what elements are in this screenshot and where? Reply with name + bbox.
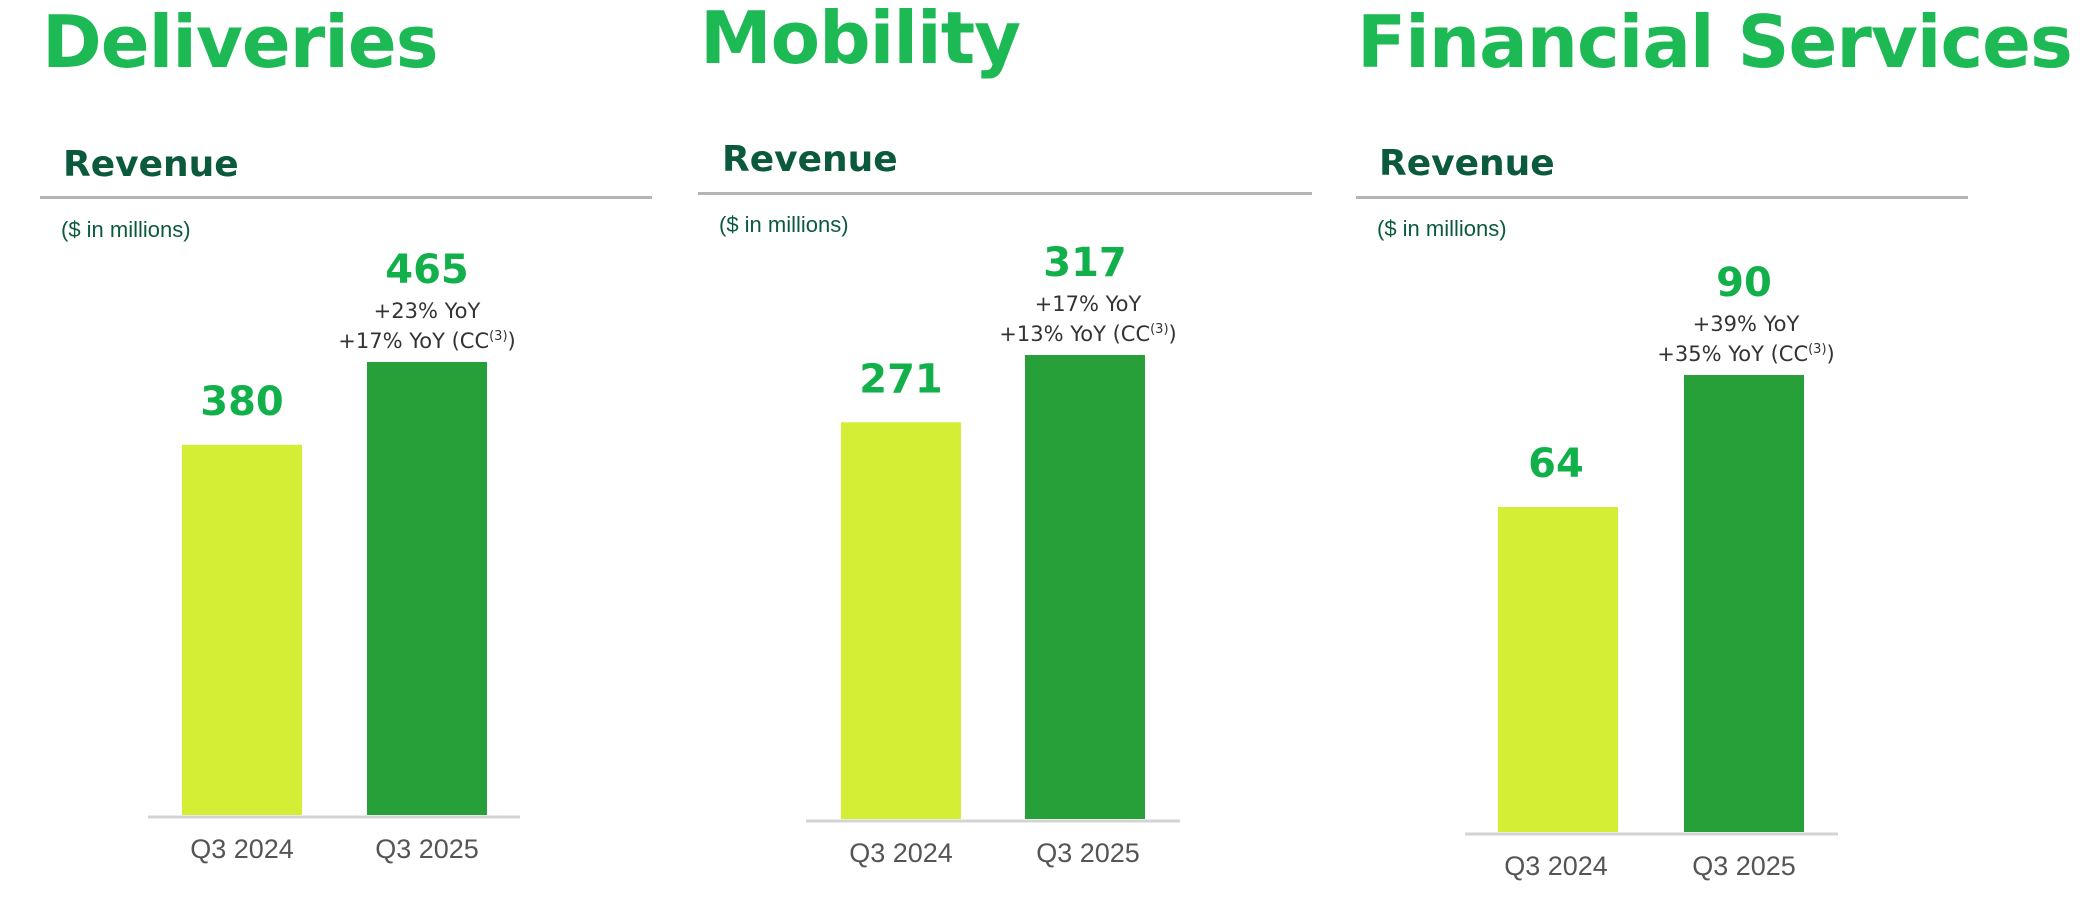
bar-q3-2025	[1025, 355, 1145, 819]
category-label-q3-2025: Q3 2025	[375, 834, 479, 864]
value-label-q3-2025: 90	[1716, 260, 1772, 306]
value-label-q3-2025: 465	[385, 247, 469, 293]
bar-chart: 380 465 +23% YoY +17% YoY (CC(3)) Q3 202…	[148, 247, 520, 864]
panel-title: Deliveries	[42, 0, 439, 84]
cc-close: )	[1827, 342, 1835, 366]
category-label-q3-2025: Q3 2025	[1036, 838, 1140, 868]
panel-divider	[1356, 196, 1968, 199]
panel-title: Financial Services	[1357, 0, 2073, 84]
cc-annotation-text: +35% YoY (CC	[1657, 342, 1808, 366]
panel-divider	[698, 192, 1312, 195]
value-label-q3-2024: 271	[859, 356, 943, 402]
cc-annotation-text: +17% YoY (CC	[338, 329, 489, 353]
cc-footnote: (3)	[1808, 342, 1826, 357]
panel-divider	[40, 196, 652, 199]
units-label: ($ in millions)	[1377, 216, 1507, 241]
panel-subtitle: Revenue	[1379, 143, 1555, 184]
cc-close: )	[1169, 322, 1177, 346]
cc-footnote: (3)	[489, 329, 507, 344]
bar-q3-2024	[1498, 507, 1618, 832]
category-label-q3-2024: Q3 2024	[1504, 851, 1608, 881]
category-label-q3-2024: Q3 2024	[849, 838, 953, 868]
cc-close: )	[508, 329, 516, 353]
value-label-q3-2024: 64	[1528, 441, 1584, 487]
cc-annotation: +13% YoY (CC(3))	[999, 322, 1176, 346]
bar-q3-2024	[182, 444, 302, 815]
panel-title: Mobility	[700, 0, 1021, 80]
cc-footnote: (3)	[1150, 322, 1168, 337]
bar-q3-2024	[841, 422, 961, 819]
units-label: ($ in millions)	[719, 212, 849, 237]
bar-q3-2025	[367, 362, 487, 815]
bar-chart: 64 90 +39% YoY +35% YoY (CC(3)) Q3 2024 …	[1465, 260, 1838, 881]
yoy-annotation: +39% YoY	[1693, 312, 1800, 336]
category-label-q3-2024: Q3 2024	[190, 834, 294, 864]
cc-annotation-text: +13% YoY (CC	[999, 322, 1150, 346]
value-label-q3-2025: 317	[1043, 240, 1127, 286]
yoy-annotation: +23% YoY	[374, 299, 481, 323]
bar-chart: 271 317 +17% YoY +13% YoY (CC(3)) Q3 202…	[806, 240, 1180, 868]
category-label-q3-2025: Q3 2025	[1692, 851, 1796, 881]
units-label: ($ in millions)	[61, 217, 191, 242]
bar-q3-2025	[1684, 375, 1804, 832]
panel-subtitle: Revenue	[722, 139, 898, 180]
value-label-q3-2024: 380	[200, 379, 284, 425]
yoy-annotation: +17% YoY	[1035, 292, 1142, 316]
panel-subtitle: Revenue	[63, 144, 239, 185]
cc-annotation: +17% YoY (CC(3))	[338, 329, 515, 353]
cc-annotation: +35% YoY (CC(3))	[1657, 342, 1834, 366]
